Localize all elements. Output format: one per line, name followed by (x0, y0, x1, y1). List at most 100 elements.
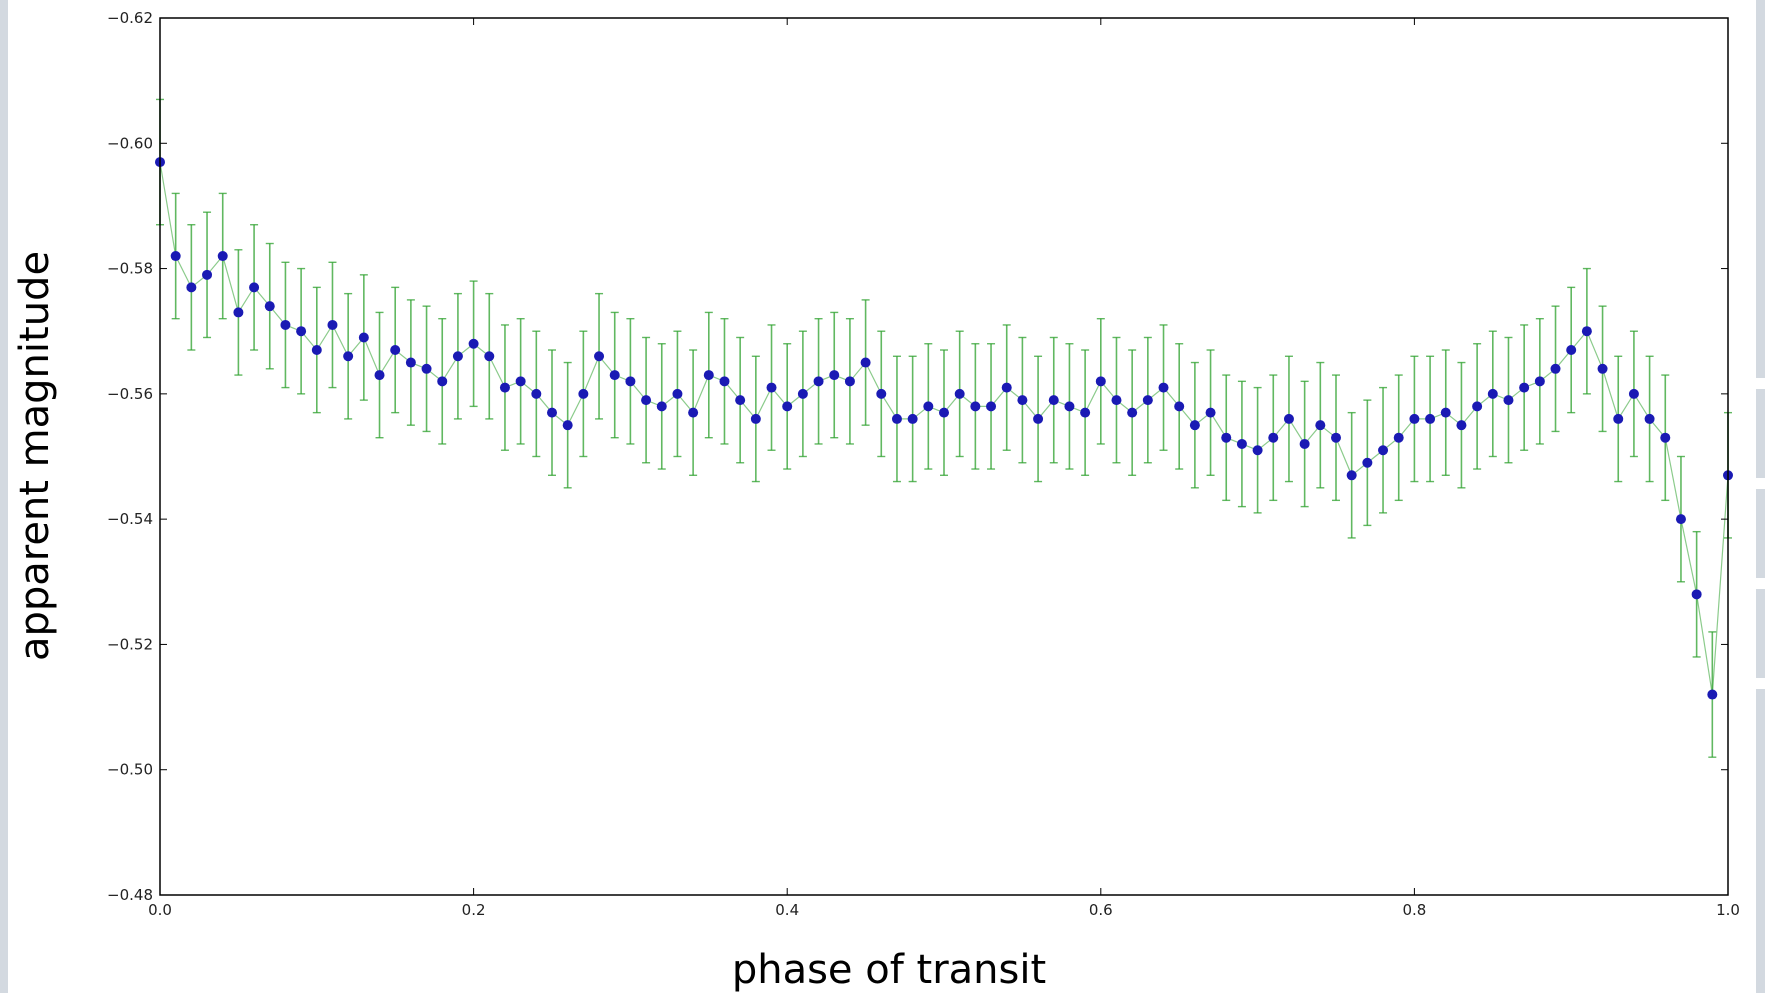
data-point (499, 382, 510, 393)
x-tick-label: 0.6 (1089, 901, 1113, 919)
data-point (421, 363, 432, 374)
data-point (484, 351, 495, 362)
y-axis-label: apparent magnitude (12, 251, 58, 661)
y-tick-label: −0.56 (107, 385, 153, 403)
x-tick-label: 0.8 (1402, 901, 1426, 919)
data-point (249, 282, 260, 293)
left-edge-strip (0, 0, 8, 993)
data-point (217, 251, 228, 262)
data-point (170, 251, 181, 262)
data-point (390, 345, 401, 356)
data-point (1158, 382, 1169, 393)
data-point (1299, 438, 1310, 449)
data-point (688, 407, 699, 418)
data-point (876, 388, 887, 399)
data-point (1378, 445, 1389, 456)
data-point (1519, 382, 1530, 393)
data-point (186, 282, 197, 293)
data-point (296, 326, 307, 337)
data-point (405, 357, 416, 368)
edge-notch (1756, 578, 1765, 589)
point-layer (155, 157, 1733, 700)
data-point (311, 345, 322, 356)
data-point (1236, 438, 1247, 449)
data-point (1581, 326, 1592, 337)
data-point (1675, 514, 1686, 525)
data-point (1503, 395, 1514, 406)
data-point (1362, 457, 1373, 468)
data-point (1048, 395, 1059, 406)
data-point (1440, 407, 1451, 418)
y-tick-label: −0.58 (107, 260, 153, 278)
x-axis-label: phase of transit (732, 947, 1046, 993)
data-point (1691, 589, 1702, 600)
y-tick-label: −0.50 (107, 761, 153, 779)
data-point (437, 376, 448, 387)
data-point (672, 388, 683, 399)
data-point (280, 319, 291, 330)
data-point (1033, 413, 1044, 424)
data-point (703, 370, 714, 381)
data-point (515, 376, 526, 387)
data-point (1456, 420, 1467, 431)
data-point (1346, 470, 1357, 481)
y-tick-label: −0.60 (107, 134, 153, 152)
data-point (1252, 445, 1263, 456)
data-point (1613, 413, 1624, 424)
data-point (1221, 432, 1232, 443)
y-tick-label: −0.62 (107, 9, 153, 27)
data-point (1142, 395, 1153, 406)
data-point (531, 388, 542, 399)
data-point (1628, 388, 1639, 399)
tick-layer: 0.0 0.2 0.4 0.6 0.8 1.0 −0.62 −0.60 −0.58 −0.56 −0… (107, 9, 1740, 919)
data-point (547, 407, 557, 418)
y-tick-label: −0.52 (107, 635, 153, 653)
data-point (264, 301, 275, 312)
data-point (735, 395, 746, 406)
data-point (1534, 376, 1545, 387)
data-point (1597, 363, 1608, 374)
data-point (1331, 432, 1341, 443)
data-point (233, 307, 244, 318)
data-point (562, 420, 573, 431)
data-point (1409, 413, 1420, 424)
data-point (1080, 407, 1091, 418)
data-point (468, 338, 479, 349)
data-point (813, 376, 824, 387)
data-point (327, 319, 338, 330)
data-point (1001, 382, 1012, 393)
data-point (1315, 420, 1326, 431)
data-point (1566, 345, 1577, 356)
data-point (202, 269, 213, 280)
x-tick-label: 0.4 (775, 901, 799, 919)
data-point (1111, 395, 1122, 406)
data-point (1017, 395, 1028, 406)
y-tick-label: −0.54 (107, 510, 153, 528)
data-point (374, 370, 385, 381)
data-point (625, 376, 636, 387)
data-point (1472, 401, 1483, 412)
x-tick-label: 0.2 (462, 901, 486, 919)
data-point (1393, 432, 1404, 443)
data-point (1644, 413, 1655, 424)
data-point (766, 382, 777, 393)
data-point (594, 351, 605, 362)
data-point (1425, 413, 1436, 424)
data-point (923, 401, 934, 412)
data-point (1487, 388, 1498, 399)
data-point (844, 376, 855, 387)
data-point (656, 401, 667, 412)
data-point (1205, 407, 1216, 418)
data-point (1095, 376, 1106, 387)
data-point (1174, 401, 1185, 412)
data-point (578, 388, 589, 399)
data-point (750, 413, 761, 424)
data-point (1127, 407, 1138, 418)
data-point (1707, 689, 1718, 700)
errorbar-layer (156, 98, 1732, 758)
data-point (1283, 413, 1294, 424)
x-tick-label: 0.0 (148, 901, 172, 919)
plot-frame (159, 17, 1729, 896)
